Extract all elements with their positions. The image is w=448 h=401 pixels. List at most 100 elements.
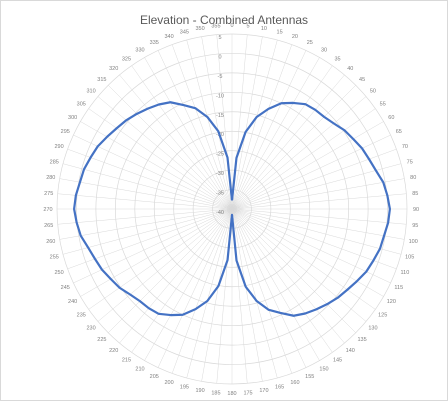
angle-tick-label: 315 <box>97 77 106 83</box>
grid-spoke <box>73 208 233 284</box>
grid-spoke <box>119 74 233 210</box>
radial-tick-label: -25 <box>216 152 224 158</box>
angle-tick-label: 110 <box>401 270 410 276</box>
angle-tick-label: 265 <box>44 223 53 229</box>
grid-spoke <box>62 163 233 210</box>
angle-tick-label: 55 <box>380 101 386 107</box>
grid-spoke <box>157 50 233 210</box>
grid-spoke <box>231 163 402 210</box>
grid-spoke <box>186 39 233 210</box>
angle-tick-label: 210 <box>135 366 144 372</box>
angle-tick-label: 45 <box>359 77 365 83</box>
grid-spoke <box>231 208 293 374</box>
grid-spoke <box>231 208 333 353</box>
angle-tick-label: 255 <box>50 255 59 261</box>
angle-tick-label: 300 <box>68 115 77 121</box>
grid-spoke <box>131 65 233 210</box>
angle-tick-label: 60 <box>388 115 394 121</box>
radial-tick-label: -30 <box>216 171 224 177</box>
grid-spoke <box>231 208 405 240</box>
angle-tick-label: 325 <box>122 56 131 62</box>
grid-spoke <box>231 208 376 310</box>
angle-tick-label: 65 <box>396 129 402 135</box>
angle-tick-label: 355 <box>211 24 220 30</box>
angle-tick-label: 120 <box>387 299 396 305</box>
angle-tick-label: 145 <box>333 358 342 364</box>
grid-spoke <box>59 208 233 240</box>
radial-tick-label: -5 <box>218 74 223 80</box>
angle-tick-label: 305 <box>77 101 86 107</box>
grid-spoke <box>59 178 233 210</box>
grid-spoke <box>231 208 307 368</box>
grid-spoke <box>231 208 367 322</box>
angle-tick-label: 215 <box>122 358 131 364</box>
grid-spoke <box>144 57 233 210</box>
grid-spoke <box>201 208 233 382</box>
grid-spoke <box>97 208 233 322</box>
angle-tick-label: 330 <box>135 48 144 54</box>
angle-tick-label: 245 <box>61 285 70 291</box>
radial-tick-label: -40 <box>216 210 224 216</box>
angle-tick-label: 350 <box>195 26 204 32</box>
grid-spoke <box>231 208 397 270</box>
grid-spoke <box>231 208 356 333</box>
angle-tick-label: 20 <box>292 34 298 40</box>
angle-tick-label: 85 <box>412 191 418 197</box>
grid-spoke <box>231 121 384 210</box>
angle-tick-label: 155 <box>305 374 314 380</box>
grid-spoke <box>171 208 233 374</box>
grid-spoke <box>231 50 307 210</box>
grid-spoke <box>171 44 233 210</box>
angle-tick-label: 205 <box>150 374 159 380</box>
angle-labels: 0 5 10152025303540455055606570758085909510… <box>43 23 419 397</box>
grid-spoke <box>144 208 233 361</box>
angle-tick-label: 125 <box>378 313 387 319</box>
radial-tick-label: 5 <box>218 35 221 41</box>
angle-tick-label: 150 <box>319 366 328 372</box>
grid-spoke <box>57 193 233 210</box>
angle-tick-label: 35 <box>334 56 340 62</box>
grid-spoke <box>231 57 320 210</box>
angle-tick-label: 270 <box>43 207 52 213</box>
angle-tick-label: 115 <box>394 285 403 291</box>
angle-tick-label: 290 <box>55 144 64 150</box>
angle-tick-label: 340 <box>164 34 173 40</box>
angle-tick-label: 160 <box>290 380 299 386</box>
angle-tick-label: 75 <box>407 159 413 165</box>
angle-tick-label: 5 <box>247 24 250 30</box>
angle-tick-label: 185 <box>211 390 220 396</box>
grid-spoke <box>57 208 233 225</box>
grid-spoke <box>62 208 233 255</box>
grid-spoke <box>231 65 333 210</box>
grid-spoke <box>131 208 233 353</box>
angle-tick-label: 175 <box>243 390 252 396</box>
grid-spoke <box>231 208 407 225</box>
angle-tick-label: 90 <box>413 207 419 213</box>
angle-tick-label: 180 <box>227 391 236 397</box>
grid-spoke <box>231 134 391 210</box>
angle-tick-label: 250 <box>55 270 64 276</box>
grid-spoke <box>231 208 263 382</box>
grid-spoke <box>231 36 263 210</box>
angle-tick-label: 190 <box>195 388 204 394</box>
radial-tick-label: 0 <box>218 54 221 60</box>
grid-spoke <box>80 121 233 210</box>
grid-spoke <box>231 208 384 297</box>
grid-spoke <box>73 134 233 210</box>
angle-tick-label: 285 <box>50 159 59 165</box>
radial-tick-label: -10 <box>216 93 224 99</box>
angle-tick-label: 105 <box>405 255 414 261</box>
angle-tick-label: 310 <box>86 89 95 95</box>
grid-spoke <box>88 108 233 210</box>
grid-spoke <box>231 74 345 210</box>
grid-spoke <box>231 96 367 210</box>
angle-tick-label: 220 <box>109 348 118 354</box>
angle-tick-label: 95 <box>412 223 418 229</box>
angle-spokes <box>57 34 407 384</box>
grid-spoke <box>231 39 278 210</box>
grid-spoke <box>67 148 233 210</box>
angle-tick-label: 15 <box>277 29 283 35</box>
radial-tick-label: -35 <box>216 191 224 197</box>
grid-spoke <box>231 108 376 210</box>
